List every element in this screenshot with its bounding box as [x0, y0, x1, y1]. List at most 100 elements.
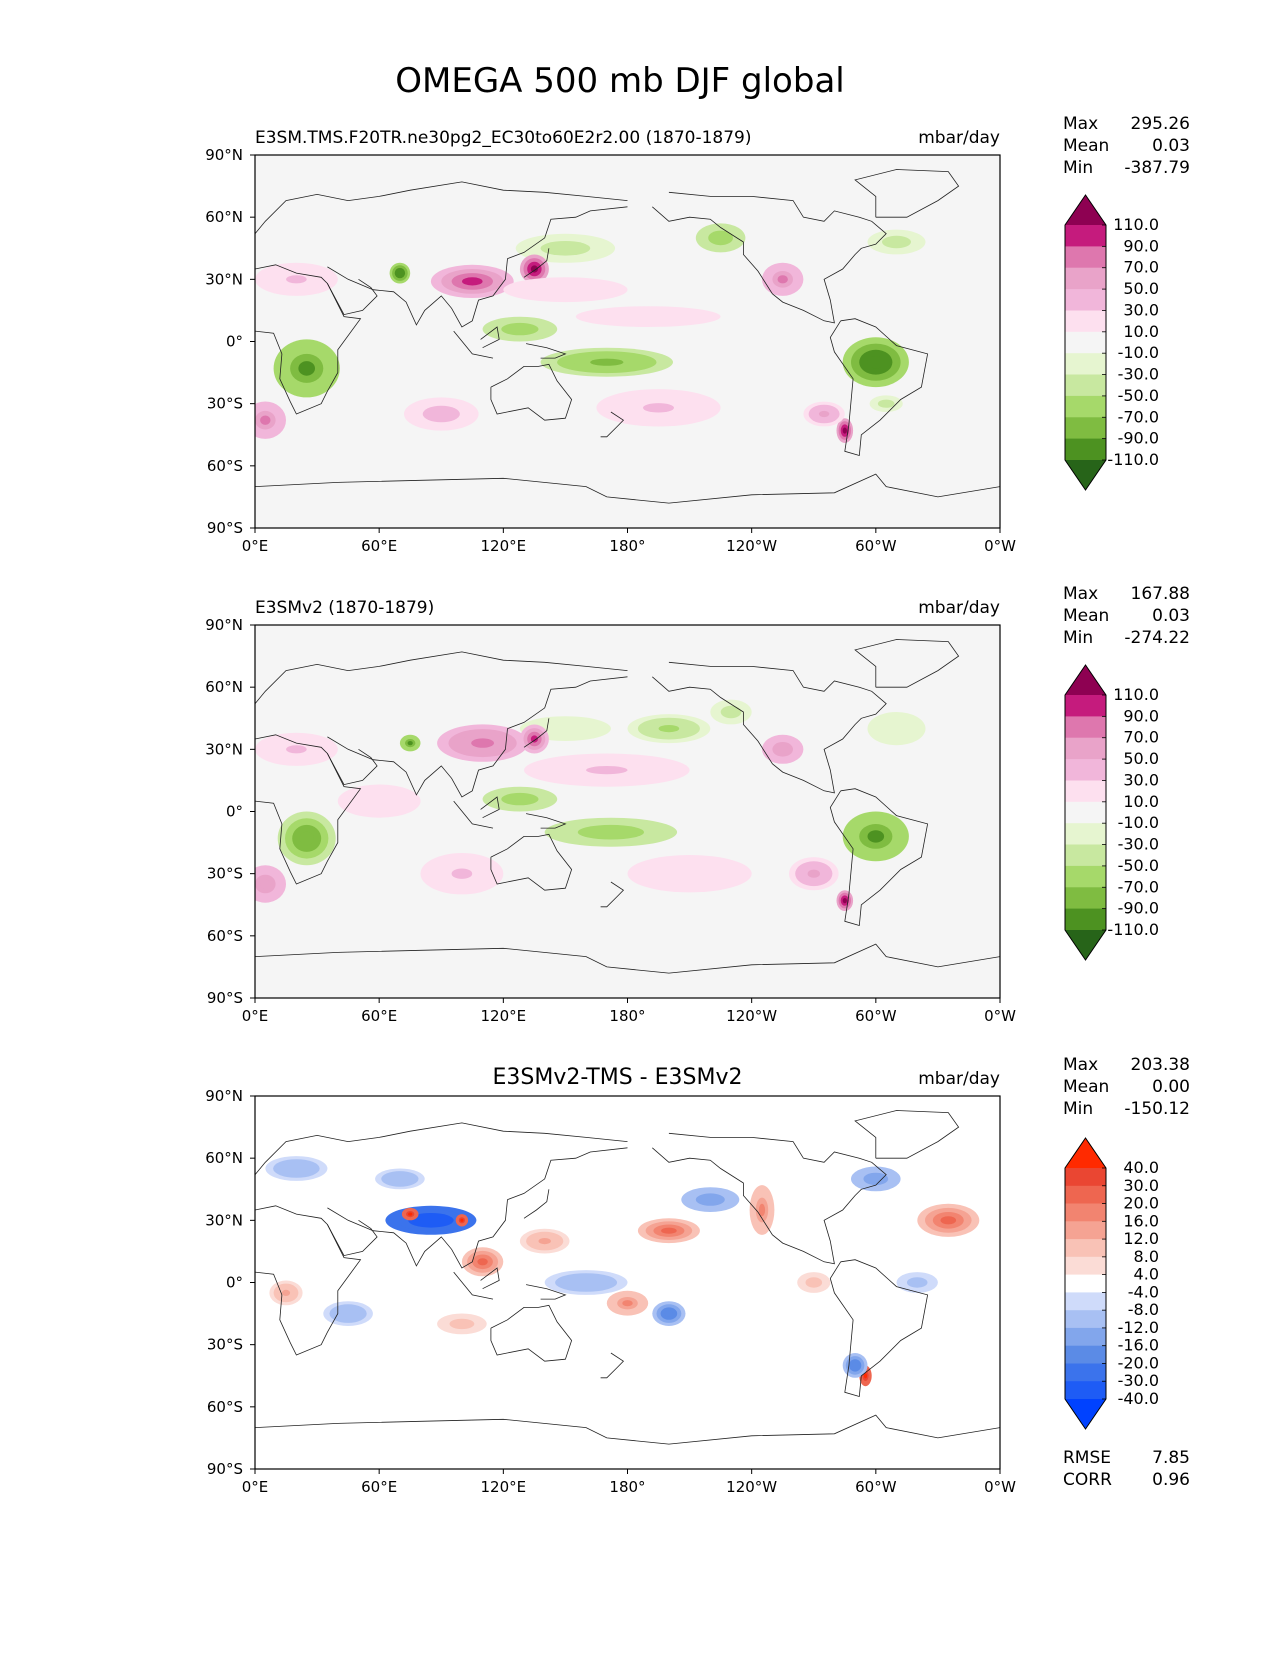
colorbar-bin — [1065, 887, 1106, 910]
colorbar-label: 4.0 — [1134, 1265, 1159, 1284]
colorbar-label: -90.0 — [1118, 899, 1159, 918]
lon-tick-label: 180° — [609, 537, 645, 555]
panel-title: E3SM.TMS.F20TR.ne30pg2_EC30to60E2r2.00 (… — [255, 128, 752, 148]
lat-tick-label: 90°N — [205, 1087, 243, 1105]
lon-tick-label: 120°E — [481, 537, 527, 555]
field-contour — [530, 265, 539, 273]
field-contour — [658, 725, 680, 733]
colorbar-label: -8.0 — [1128, 1300, 1159, 1319]
field-contour — [281, 1289, 291, 1296]
lat-tick-label: 30°N — [205, 740, 243, 758]
panel-units: mbar/day — [918, 1069, 1000, 1089]
stat-value-max: 167.88 — [1131, 584, 1190, 604]
coastline — [600, 881, 625, 908]
field-contour — [777, 275, 788, 284]
coastline — [480, 796, 500, 819]
field-contour — [298, 361, 316, 376]
colorbar-label: 50.0 — [1123, 749, 1159, 768]
colorbar-bin — [1065, 1363, 1106, 1382]
colorbar-bin — [1065, 1381, 1106, 1400]
colorbar-bin — [1065, 353, 1106, 376]
lon-tick-label: 120°E — [481, 1478, 527, 1496]
colorbar-bin — [1065, 844, 1106, 867]
lon-tick-label: 60°W — [855, 537, 897, 555]
stat-value-mean: 0.03 — [1152, 606, 1190, 626]
coastline — [327, 206, 628, 328]
coastline — [480, 326, 500, 349]
field-contour — [912, 1279, 923, 1286]
stat-value-max: 203.38 — [1131, 1055, 1190, 1075]
stat-label-min: Min — [1063, 158, 1093, 178]
coastline — [327, 1147, 628, 1269]
colorbar-bin — [1065, 1345, 1106, 1364]
colorbar-bin — [1065, 1221, 1106, 1240]
stat-value-min: -150.12 — [1124, 1099, 1190, 1119]
colorbar-extend-top — [1065, 195, 1106, 225]
lon-tick-label: 120°W — [726, 537, 777, 555]
field-contour — [341, 1310, 355, 1317]
metric-label-rmse: RMSE — [1063, 1448, 1111, 1468]
lat-tick-label: 0° — [226, 803, 243, 821]
coastline — [526, 343, 567, 359]
stat-label-max: Max — [1063, 114, 1098, 134]
colorbar-label: -30.0 — [1118, 835, 1159, 854]
field-contour — [538, 1238, 551, 1245]
lon-tick-label: 180° — [609, 1478, 645, 1496]
stat-label-max: Max — [1063, 1055, 1098, 1075]
field-contour — [940, 1216, 957, 1225]
coastline — [255, 943, 1000, 974]
field-contour — [664, 1310, 674, 1317]
coastline — [453, 1271, 494, 1300]
field-contour — [643, 403, 674, 413]
colorbar-bin — [1065, 737, 1106, 760]
field-layer — [265, 1156, 980, 1387]
colorbar-extend-bottom — [1065, 1399, 1106, 1429]
colorbar-bin — [1065, 716, 1106, 739]
lat-tick-label: 30°N — [205, 270, 243, 288]
lon-tick-label: 60°E — [361, 1478, 397, 1496]
coastline — [453, 800, 494, 829]
coastline — [255, 181, 628, 234]
figure-title: OMEGA 500 mb DJF global — [395, 61, 844, 101]
stat-label-max: Max — [1063, 584, 1098, 604]
coastline — [327, 278, 378, 316]
field-contour — [460, 1218, 464, 1222]
coastline — [255, 1122, 628, 1175]
field-contour — [594, 828, 628, 836]
colorbar-label: 70.0 — [1123, 728, 1159, 747]
coastline — [255, 651, 628, 704]
colorbar-bin — [1065, 695, 1106, 717]
field-contour — [622, 1300, 633, 1307]
field-contour — [451, 868, 473, 879]
coastline — [652, 191, 887, 324]
coastlines — [255, 639, 1000, 974]
lon-tick-label: 0°W — [984, 1007, 1016, 1025]
coastline — [255, 473, 1000, 504]
lon-tick-label: 60°W — [855, 1007, 897, 1025]
coastline — [652, 1132, 887, 1265]
coastline — [600, 1352, 625, 1379]
lon-tick-label: 0°W — [984, 537, 1016, 555]
field-contour — [368, 797, 390, 806]
field-contour — [842, 427, 847, 434]
metric-value-corr: 0.96 — [1152, 1470, 1190, 1490]
difference-panel: 90°N 60°N 30°N 0° 30°S 60°S 90°S0°E 60°E 120°E 18… — [205, 1055, 1190, 1496]
coastline — [327, 1219, 378, 1257]
field-contour — [286, 745, 307, 754]
field-contour — [393, 1176, 407, 1182]
field-contour — [554, 725, 577, 732]
lat-tick-label: 60°N — [205, 208, 243, 226]
stat-value-min: -387.79 — [1124, 158, 1190, 178]
colorbar-label: -40.0 — [1118, 1389, 1159, 1408]
colorbar-label: 90.0 — [1123, 706, 1159, 725]
coastline — [854, 169, 960, 218]
field-contour — [432, 409, 451, 419]
colorbar-label: 30.0 — [1123, 300, 1159, 319]
colorbar-bin — [1065, 417, 1106, 440]
colorbar-label: -50.0 — [1118, 386, 1159, 405]
field-contour — [703, 1196, 718, 1203]
colorbar-bin — [1065, 1185, 1106, 1205]
colorbar-label: 110.0 — [1113, 685, 1159, 704]
coastline — [829, 1259, 929, 1398]
coastline — [480, 1267, 500, 1290]
